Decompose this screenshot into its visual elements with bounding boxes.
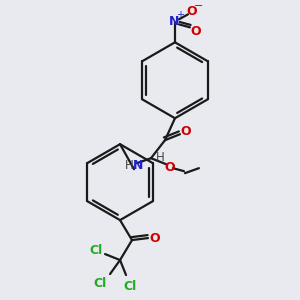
Text: O: O bbox=[190, 25, 201, 38]
Text: H: H bbox=[156, 151, 165, 164]
Text: O: O bbox=[181, 125, 191, 138]
Text: O: O bbox=[165, 161, 175, 174]
Text: N: N bbox=[133, 159, 143, 172]
Text: O: O bbox=[187, 5, 197, 18]
Text: Cl: Cl bbox=[89, 244, 103, 256]
Text: Cl: Cl bbox=[93, 277, 107, 290]
Text: +: + bbox=[176, 11, 184, 20]
Text: H: H bbox=[125, 159, 134, 172]
Text: −: − bbox=[194, 2, 204, 11]
Text: O: O bbox=[150, 232, 160, 244]
Text: N: N bbox=[169, 15, 179, 28]
Text: Cl: Cl bbox=[123, 280, 137, 292]
